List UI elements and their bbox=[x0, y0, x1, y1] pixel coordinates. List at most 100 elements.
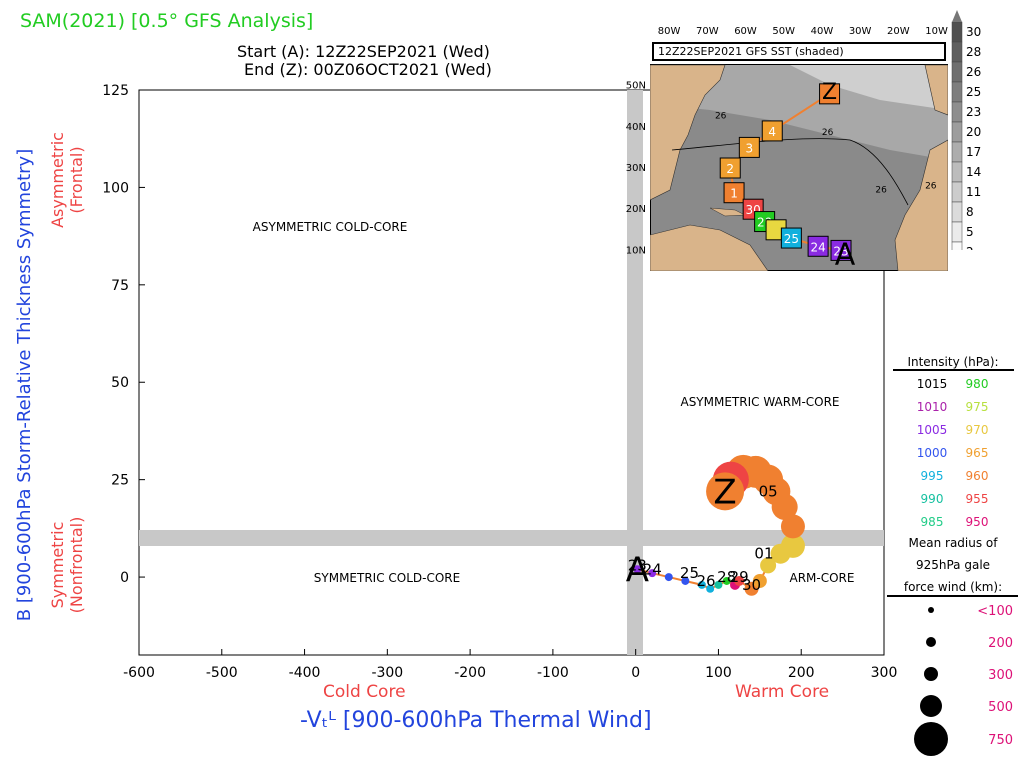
y-axis-ticks: 125 100 75 50 25 0 bbox=[102, 83, 145, 586]
intensity-rows: 1015 980 1010 975 1005 970 1000 965 995 960 990 955… bbox=[917, 377, 989, 529]
inset-lon-label: 60W bbox=[734, 26, 757, 37]
y-tick-label: 100 bbox=[102, 180, 129, 196]
x-axis-label: -Vₜᴸ [900-600hPa Thermal Wind] bbox=[300, 708, 652, 733]
x-tick-label: -500 bbox=[206, 665, 238, 681]
track-inset-map: 12Z22SEP2021 GFS SST (shaded) 26 26 26 26 Z… bbox=[650, 40, 948, 271]
inset-track-box bbox=[723, 182, 745, 204]
x-tick-label: -100 bbox=[537, 665, 569, 681]
track-point bbox=[722, 576, 731, 585]
radius-title-2: 925hPa gale bbox=[916, 558, 990, 572]
y-tick-label: 125 bbox=[102, 83, 129, 99]
track-point bbox=[664, 573, 673, 582]
radius-title-1: Mean radius of bbox=[909, 536, 999, 550]
x-axis-ticks: -600 -500 -400 -300 -200 -100 0 100 200 300 bbox=[123, 649, 897, 681]
track-point bbox=[734, 575, 745, 586]
colorbar-label: 26 bbox=[966, 65, 981, 79]
intensity-value: 965 bbox=[966, 446, 989, 460]
sst-contour-label: 26 bbox=[875, 186, 887, 196]
colorbar-label: 11 bbox=[966, 185, 981, 199]
inset-track-box bbox=[819, 83, 841, 105]
radius-value: 750 bbox=[988, 733, 1013, 748]
colorbar-cell bbox=[951, 101, 963, 123]
track-point bbox=[681, 576, 690, 585]
sym-label: Symmetric bbox=[48, 522, 67, 609]
cold-sst-region bbox=[790, 65, 948, 110]
quadrant-asym-warm: ASYMMETRIC WARM-CORE bbox=[680, 395, 839, 409]
intensity-value: 980 bbox=[966, 377, 989, 391]
inset-track-box bbox=[780, 227, 802, 249]
day-label: 30 bbox=[742, 576, 761, 594]
sst-contour-label: 26 bbox=[822, 128, 834, 138]
track-point bbox=[648, 569, 657, 578]
inset-track-label: 1 bbox=[730, 187, 738, 201]
radius-dot bbox=[926, 637, 936, 647]
asym-label: Asymmetric bbox=[48, 132, 67, 228]
inset-track-box bbox=[830, 239, 852, 261]
y-tick-label: 0 bbox=[120, 570, 129, 586]
inset-lat-label: 10N bbox=[626, 245, 646, 256]
north-america-land bbox=[650, 64, 726, 201]
day-label: 01 bbox=[754, 545, 773, 563]
inset-lat-label: 30N bbox=[626, 163, 646, 174]
intensity-value: 990 bbox=[921, 492, 944, 506]
x-tick-label: 100 bbox=[705, 665, 732, 681]
intensity-value: 1000 bbox=[917, 446, 948, 460]
inset-start-marker: A bbox=[835, 237, 856, 271]
day-label: 28 bbox=[717, 568, 736, 586]
inset-lat-label: 40N bbox=[626, 122, 646, 133]
inset-lon-label: 70W bbox=[696, 26, 719, 37]
y-tick-label: 75 bbox=[111, 278, 129, 294]
south-america-land bbox=[650, 224, 769, 271]
radius-dot bbox=[920, 695, 942, 717]
colorbar-label: 25 bbox=[966, 85, 981, 99]
inset-lon-label: 40W bbox=[811, 26, 834, 37]
y-threshold-band bbox=[139, 530, 884, 546]
x-tick-label: -600 bbox=[123, 665, 155, 681]
inset-lon-label: 80W bbox=[658, 26, 681, 37]
inset-lon-label: 30W bbox=[849, 26, 872, 37]
inset-lon-label: 50W bbox=[772, 26, 795, 37]
x-zero-band bbox=[627, 90, 643, 655]
track-point bbox=[752, 573, 767, 588]
colorbar-label: 20 bbox=[966, 125, 981, 139]
colorbar-label: 8 bbox=[966, 205, 974, 219]
inset-lat-label: 50N bbox=[626, 81, 646, 92]
day-label: 24 bbox=[643, 560, 662, 578]
intensity-value: 1010 bbox=[917, 400, 948, 414]
chart-title: SAM(2021) [0.5° GFS Analysis] bbox=[20, 10, 314, 32]
y-tick-label: 50 bbox=[111, 375, 129, 391]
inset-track-label: 25 bbox=[784, 232, 799, 246]
radius-title-3: force wind (km): bbox=[904, 580, 1002, 594]
track-point bbox=[706, 584, 715, 593]
colorbar-label: 23 bbox=[966, 105, 981, 119]
end-time: End (Z): 00Z06OCT2021 (Wed) bbox=[244, 60, 492, 79]
track-point bbox=[697, 580, 706, 589]
day-label: 29 bbox=[730, 568, 749, 586]
asym-sub-label: (Frontal) bbox=[67, 146, 86, 213]
colorbar-label: 17 bbox=[966, 145, 981, 159]
africa-land bbox=[894, 139, 948, 271]
intensity-value: 985 bbox=[921, 515, 944, 529]
radius-dot bbox=[914, 722, 948, 756]
inset-track-label: 3 bbox=[746, 141, 754, 155]
radius-dot bbox=[924, 667, 938, 681]
track-point bbox=[714, 580, 723, 589]
x-tick-label: 200 bbox=[788, 665, 815, 681]
sym-sub-label: (Nonfrontal) bbox=[67, 517, 86, 614]
quadrant-asym-cold: ASYMMETRIC COLD-CORE bbox=[253, 220, 408, 234]
intensity-title: Intensity (hPa): bbox=[907, 355, 998, 369]
colorbar-cell bbox=[951, 61, 963, 83]
inset-lon-label: 10W bbox=[925, 26, 948, 37]
radius-dot bbox=[928, 607, 934, 613]
quadrant-sym-warm: ARM-CORE bbox=[790, 571, 855, 585]
inset-track-box bbox=[761, 120, 783, 142]
inset-track-box bbox=[719, 157, 741, 179]
inset-title-box bbox=[652, 42, 946, 61]
y-axis-label: B [900-600hPa Storm-Relative Thickness S… bbox=[14, 149, 35, 621]
start-marker: A bbox=[626, 550, 649, 590]
inset-track-label: 24 bbox=[810, 240, 825, 254]
radius-legend: Mean radius of 925hPa gale force wind (k… bbox=[887, 536, 1018, 756]
